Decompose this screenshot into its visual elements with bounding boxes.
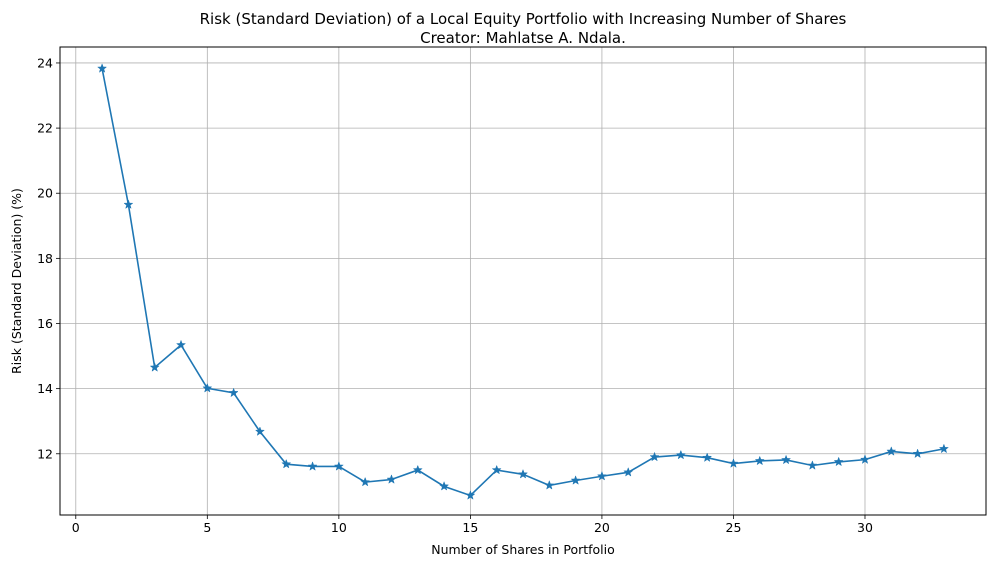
y-axis-ticks: 12 14 16 18 20 22 24 — [37, 55, 60, 461]
series-markers — [97, 63, 949, 500]
data-point-marker — [360, 476, 371, 487]
data-point-marker — [175, 339, 187, 350]
data-point-marker — [886, 446, 897, 456]
x-tick-label: 5 — [203, 520, 211, 535]
chart-subtitle: Creator: Mahlatse A. Ndala. — [420, 29, 626, 47]
data-point-marker — [938, 443, 949, 454]
data-point-marker — [912, 448, 923, 459]
data-point-marker — [465, 490, 476, 500]
data-point-marker — [675, 449, 686, 460]
data-point-marker — [439, 481, 450, 491]
data-point-marker — [228, 387, 239, 398]
data-point-marker — [123, 199, 134, 209]
chart-title: Risk (Standard Deviation) of a Local Equ… — [200, 10, 847, 28]
x-tick-label: 25 — [726, 520, 742, 535]
data-point-marker — [649, 451, 660, 462]
data-point-marker — [570, 475, 581, 485]
grid-lines — [60, 47, 986, 515]
data-point-marker — [333, 461, 344, 471]
data-point-marker — [281, 458, 292, 469]
x-axis-ticks: 0 5 10 15 20 25 30 — [72, 515, 873, 535]
data-point-marker — [412, 464, 423, 475]
data-point-marker — [780, 454, 792, 465]
x-tick-label: 15 — [462, 520, 478, 535]
data-point-marker — [254, 426, 266, 436]
x-tick-label: 10 — [331, 520, 347, 535]
plot-area-frame — [59, 46, 987, 516]
y-axis-label: Risk (Standard Deviation) (%) — [9, 188, 24, 374]
data-point-marker — [97, 63, 108, 73]
x-tick-label: 30 — [857, 520, 873, 535]
data-point-marker — [859, 454, 871, 464]
y-tick-label: 18 — [37, 251, 53, 266]
data-point-marker — [807, 460, 818, 470]
data-point-marker — [491, 464, 502, 475]
y-tick-label: 24 — [37, 55, 53, 70]
data-point-marker — [702, 452, 713, 462]
data-point-marker — [623, 467, 634, 477]
data-point-marker — [544, 480, 555, 490]
data-point-marker — [754, 455, 765, 466]
x-tick-label: 0 — [72, 520, 80, 535]
data-point-marker — [202, 382, 213, 393]
data-point-marker — [833, 456, 844, 467]
data-point-marker — [307, 461, 318, 471]
y-tick-label: 16 — [37, 316, 53, 331]
data-point-marker — [517, 468, 529, 479]
y-tick-label: 12 — [37, 446, 53, 461]
data-point-marker — [386, 474, 397, 484]
data-point-marker — [596, 470, 607, 481]
x-tick-label: 20 — [594, 520, 610, 535]
data-point-marker — [728, 458, 739, 468]
y-tick-label: 22 — [37, 121, 53, 136]
y-tick-label: 14 — [37, 381, 53, 396]
x-axis-label: Number of Shares in Portfolio — [431, 542, 615, 557]
y-tick-label: 20 — [37, 186, 53, 201]
data-point-marker — [149, 362, 160, 372]
